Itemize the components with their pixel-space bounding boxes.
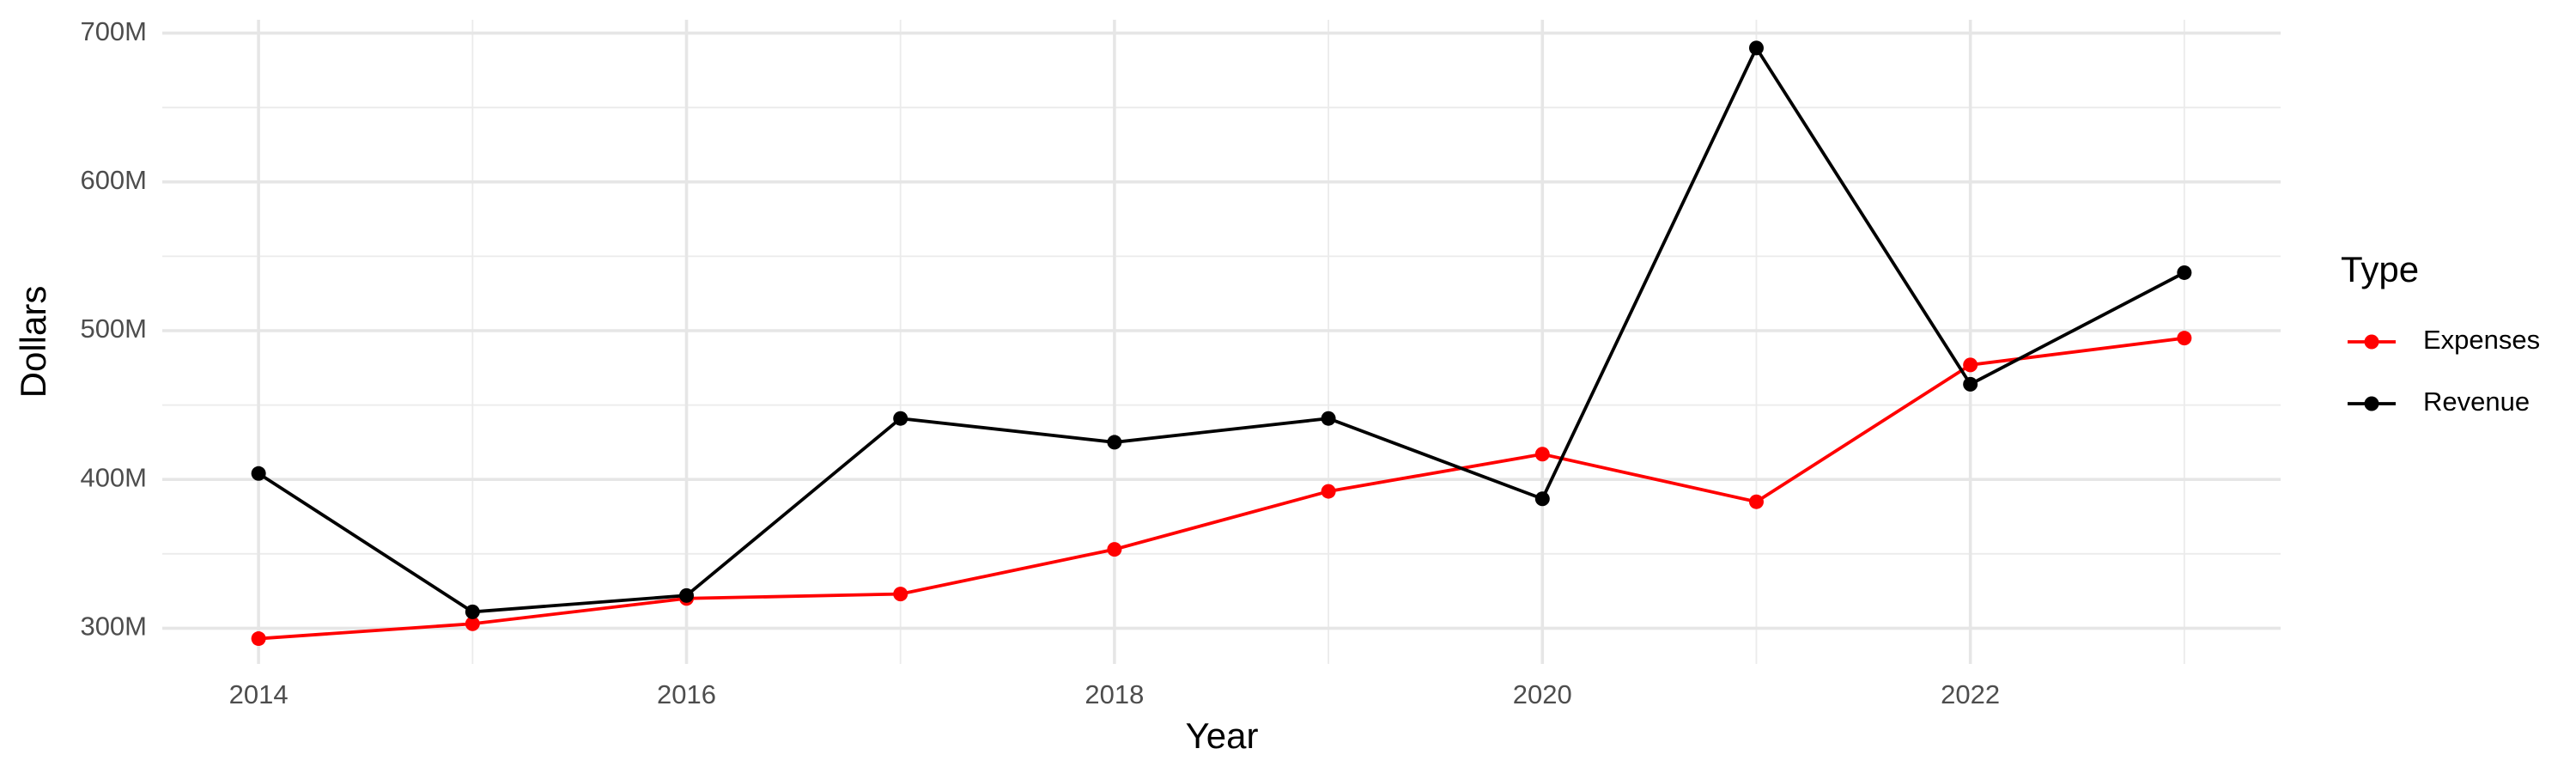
- x-tick-label: 2016: [657, 679, 716, 709]
- data-point: [465, 604, 480, 619]
- legend-label: Revenue: [2423, 386, 2530, 417]
- y-tick-label: 400M: [80, 462, 147, 492]
- y-axis-title: Dollars: [13, 286, 53, 399]
- data-point: [251, 466, 266, 481]
- y-tick-label: 300M: [80, 612, 147, 642]
- data-point: [1534, 491, 1550, 507]
- data-point: [1963, 357, 1978, 373]
- series-line: [258, 44, 2185, 614]
- data-point: [893, 587, 908, 602]
- data-point: [1107, 542, 1122, 557]
- legend-label: Expenses: [2423, 325, 2540, 355]
- data-point: [1321, 411, 1336, 426]
- data-point: [465, 616, 480, 631]
- data-point: [2177, 331, 2192, 346]
- data-point: [1963, 376, 1978, 392]
- data-point: [251, 631, 266, 647]
- data-point: [679, 587, 695, 603]
- legend-key-point: [2364, 396, 2379, 411]
- data-point: [1748, 40, 1764, 56]
- series-line: [258, 336, 2185, 641]
- x-axis-title: Year: [1186, 715, 1259, 756]
- data-point: [1748, 494, 1764, 509]
- y-tick-label: 600M: [80, 165, 147, 195]
- data-point: [1107, 435, 1122, 450]
- legend-key-point: [2364, 334, 2379, 350]
- x-tick-label: 2014: [229, 679, 289, 709]
- data-point: [1321, 484, 1336, 499]
- data-point: [893, 411, 908, 426]
- x-tick-label: 2020: [1513, 679, 1572, 709]
- y-tick-label: 500M: [80, 313, 147, 344]
- data-point: [2177, 265, 2192, 280]
- x-tick-label: 2018: [1084, 679, 1144, 709]
- x-tick-label: 2022: [1941, 679, 2000, 709]
- y-tick-label: 700M: [80, 16, 147, 46]
- legend-title: Type: [2341, 249, 2419, 289]
- data-point: [1534, 447, 1550, 462]
